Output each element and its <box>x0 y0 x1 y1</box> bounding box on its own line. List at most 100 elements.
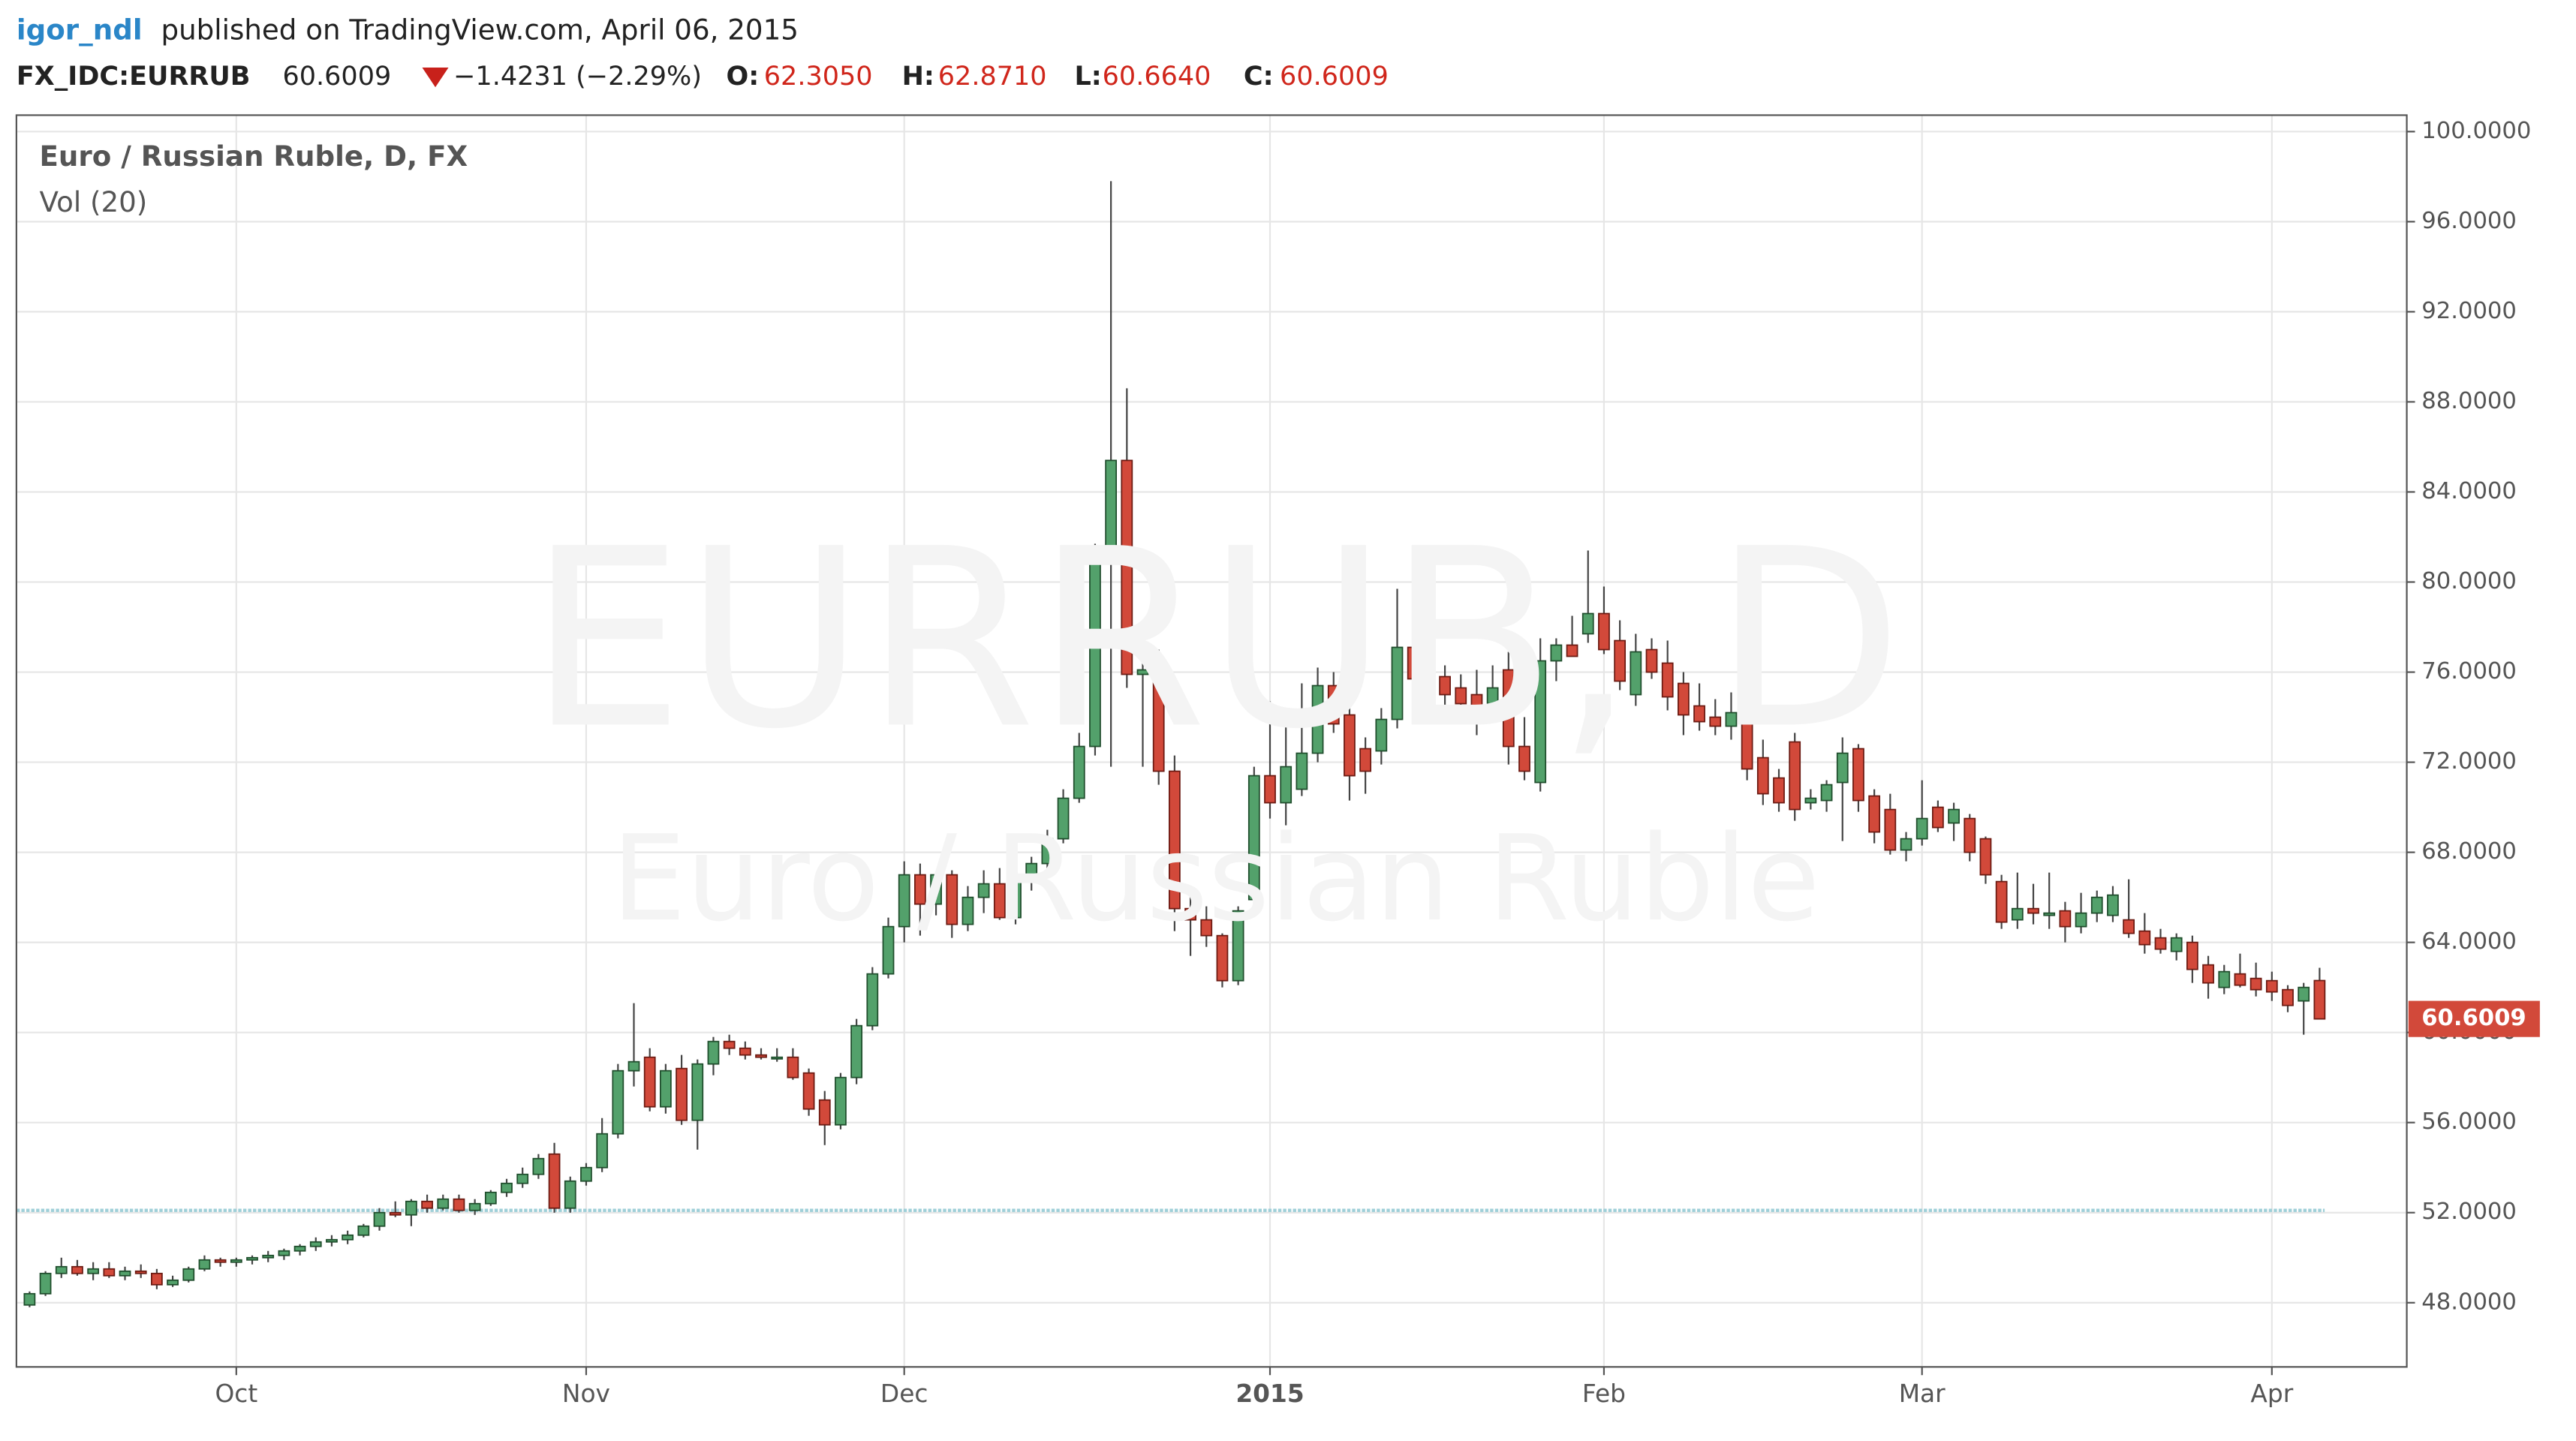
candle-body <box>421 1200 433 1209</box>
candle-body <box>342 1234 354 1241</box>
candle-body <box>2234 973 2246 986</box>
candle-body <box>357 1225 370 1236</box>
low-label: L: <box>1074 61 1101 92</box>
plot-frame <box>15 114 2408 1368</box>
candle-body <box>182 1268 195 1281</box>
chart-subtitle: Vol (20) <box>40 185 148 218</box>
high-label: H: <box>902 61 934 92</box>
y-tick-label: 96.0000 <box>2421 208 2517 234</box>
x-tick-label: Mar <box>1899 1379 1946 1408</box>
close: 60.6009 <box>1280 61 1389 92</box>
watermark: EURRUB, D <box>528 496 1903 783</box>
candle-body <box>1645 648 1658 673</box>
y-tick-label: 100.0000 <box>2421 118 2531 144</box>
open-label: O: <box>726 61 759 92</box>
watermark-sub: Euro / Russian Ruble <box>612 811 1820 948</box>
candle-body <box>914 874 926 905</box>
candle-body <box>2123 919 2135 934</box>
candle-body <box>1089 554 1101 748</box>
candle-body <box>1280 766 1293 804</box>
candle-body <box>437 1198 450 1209</box>
low: 60.6640 <box>1103 61 1211 92</box>
y-tick-label: 92.0000 <box>2421 298 2517 324</box>
candle-body <box>2170 937 2183 952</box>
candle-body <box>1693 705 1705 723</box>
y-tick-label: 52.0000 <box>2421 1199 2517 1225</box>
candle-body <box>1566 644 1578 657</box>
last-price-box <box>2408 1000 2540 1037</box>
candle-body <box>1661 662 1674 698</box>
close-label: C: <box>1244 61 1274 92</box>
y-tick-label: 68.0000 <box>2421 838 2517 865</box>
down-arrow <box>422 67 449 88</box>
change: −1.4231 (−2.29%) <box>453 61 702 92</box>
candle-body <box>1550 644 1563 662</box>
candle-body <box>484 1191 497 1205</box>
y-tick-label: 84.0000 <box>2421 478 2517 504</box>
candle-body <box>739 1047 751 1056</box>
candle-body <box>627 1060 640 1072</box>
candle-body <box>1136 669 1149 675</box>
symbol: FX_IDC:EURRUB <box>17 61 251 92</box>
candle-body <box>2059 910 2072 928</box>
candle-body <box>1121 459 1133 675</box>
candle-body <box>2249 977 2262 991</box>
published: published on TradingView.com, April 06, … <box>161 13 799 46</box>
candle-body <box>453 1198 465 1211</box>
candle-body <box>2090 896 2103 914</box>
candle-body <box>723 1040 736 1049</box>
x-tick-label: 2015 <box>1235 1379 1304 1408</box>
last-price-label: 60.6009 <box>2421 1005 2526 1031</box>
x-tick-label: Feb <box>1582 1379 1626 1408</box>
candle-body <box>1852 748 1864 802</box>
candle-body <box>1486 687 1499 705</box>
y-tick-label: 88.0000 <box>2421 388 2517 414</box>
x-tick-label: Apr <box>2250 1379 2293 1408</box>
candle-body <box>580 1166 592 1182</box>
candle-body <box>1614 639 1627 682</box>
candle-body <box>596 1133 609 1169</box>
candle-body <box>548 1153 561 1209</box>
candle-body <box>1598 612 1610 651</box>
candle-body <box>1804 797 1817 804</box>
candle-body <box>946 874 958 925</box>
user[interactable]: igor_ndl <box>17 13 143 46</box>
candle-body <box>1964 817 1976 853</box>
candle-body <box>1391 646 1404 720</box>
candle-body <box>326 1238 338 1243</box>
candle-body <box>246 1256 258 1261</box>
candle-body <box>1725 711 1738 727</box>
candle-body <box>1789 741 1801 811</box>
candle-body <box>707 1040 720 1065</box>
candle-body <box>373 1211 386 1227</box>
candle-body <box>1979 838 1992 876</box>
x-tick-label: Oct <box>215 1379 257 1408</box>
candle-body <box>1152 669 1165 772</box>
candle-body <box>1296 752 1308 790</box>
candle-body <box>1502 669 1515 748</box>
candle-body <box>167 1279 179 1286</box>
candle-body <box>771 1056 784 1060</box>
candle-body <box>278 1250 290 1256</box>
candle-body <box>977 883 990 898</box>
x-tick-label: Nov <box>562 1379 610 1408</box>
candle-body <box>1232 910 1244 982</box>
candle-body <box>2218 970 2231 988</box>
candle-body <box>564 1180 576 1209</box>
candle-body <box>103 1268 116 1277</box>
candle-body <box>405 1200 417 1216</box>
candle-body <box>818 1099 831 1126</box>
candle-body <box>151 1272 163 1286</box>
candle-body <box>2313 979 2326 1020</box>
candle-body <box>2282 988 2294 1006</box>
candle-body <box>1470 693 1483 709</box>
candle-body <box>1709 716 1722 727</box>
candle-body <box>2043 912 2056 916</box>
candle-body <box>993 883 1006 919</box>
candle-body <box>1900 838 1912 851</box>
candle-body <box>501 1182 513 1193</box>
chart-title: Euro / Russian Ruble, D, FX <box>40 140 468 173</box>
candle-body <box>1756 757 1769 795</box>
last-price: 60.6009 <box>282 61 391 92</box>
y-tick-label: 76.0000 <box>2421 658 2517 684</box>
